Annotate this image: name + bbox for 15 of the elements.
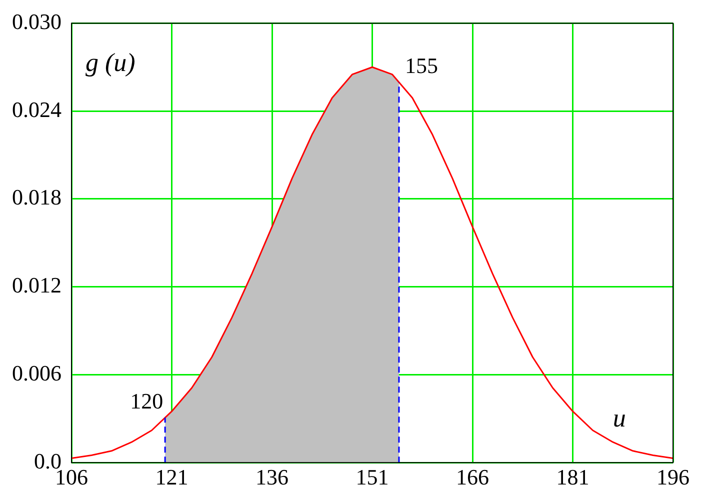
x-tick-label: 196 xyxy=(656,464,690,490)
ref-line-label: 155 xyxy=(404,53,438,78)
ref-line-label: 120 xyxy=(130,388,164,414)
y-tick-label: 0.030 xyxy=(12,8,62,34)
x-tick-label: 151 xyxy=(356,464,389,490)
y-axis-title: g (u) xyxy=(86,48,136,78)
x-tick-label: 136 xyxy=(256,464,288,490)
x-tick-label: 121 xyxy=(155,464,188,490)
y-tick-label: 0.018 xyxy=(12,184,62,210)
y-tick-label: 0.012 xyxy=(12,272,62,298)
y-tick-label: 0.024 xyxy=(12,96,62,122)
x-tick-label: 181 xyxy=(556,464,590,490)
x-axis-title: u xyxy=(612,403,626,432)
y-tick-label: 0.006 xyxy=(12,360,62,386)
x-tick-label: 166 xyxy=(456,464,489,490)
